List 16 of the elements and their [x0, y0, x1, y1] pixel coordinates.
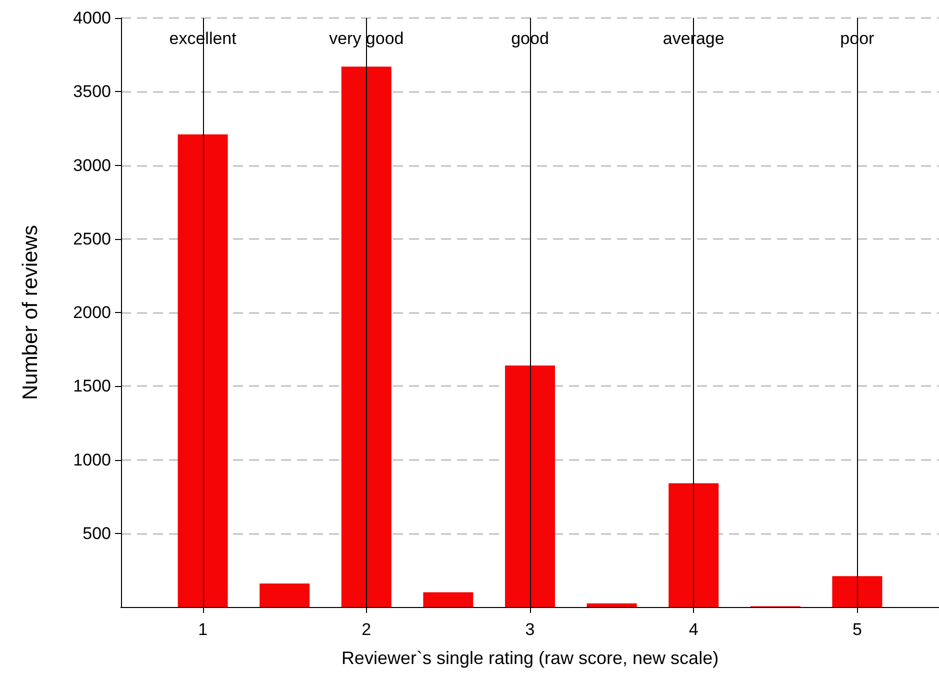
y-tick-label: 3000 [73, 156, 111, 175]
x-axis-title: Reviewer`s single rating (raw score, new scale) [341, 648, 719, 668]
x-tick-label: 3 [525, 620, 535, 639]
x-tick-label: 2 [362, 620, 372, 639]
y-tick-label: 1000 [73, 450, 111, 470]
y-tick-label: 1500 [73, 376, 111, 396]
x-tick-label: 5 [852, 620, 862, 639]
ref-line-label: very good [329, 29, 404, 48]
y-tick-label: 500 [82, 524, 111, 543]
y-axis-title: Number of reviews [19, 224, 42, 400]
y-tick-label: 2500 [73, 229, 111, 248]
y-tick-label: 3500 [73, 82, 111, 102]
y-tick-label: 4000 [73, 8, 111, 28]
x-tick-label: 4 [688, 620, 698, 639]
x-tick-label: 1 [198, 620, 208, 639]
y-tick-label: 2000 [73, 303, 111, 322]
